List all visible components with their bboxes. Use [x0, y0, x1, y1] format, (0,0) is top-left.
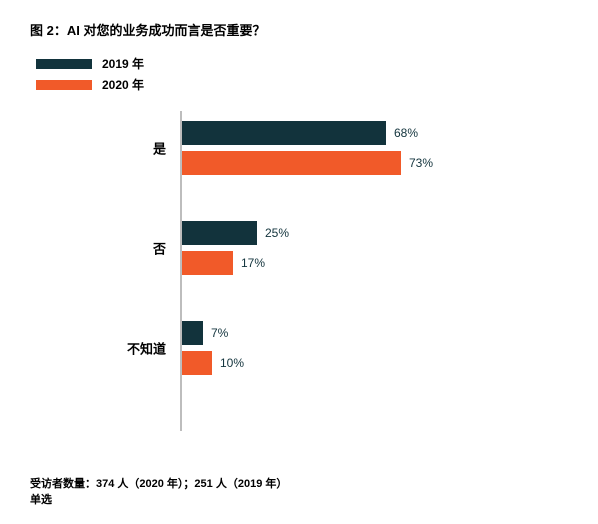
- bar: 10%: [182, 351, 212, 375]
- legend-label: 2019 年: [102, 55, 144, 72]
- figure-container: 图 2：AI 对您的业务成功而言是否重要？ 2019 年2020 年 是68%7…: [0, 0, 598, 524]
- value-label: 17%: [241, 251, 265, 275]
- category-label: 不知道: [127, 339, 180, 358]
- value-label: 25%: [265, 221, 289, 245]
- legend-item: 2020 年: [36, 76, 568, 93]
- legend-label: 2020 年: [102, 76, 144, 93]
- value-label: 7%: [211, 321, 228, 345]
- bar-group: 否25%17%: [180, 221, 530, 275]
- bar: 25%: [182, 221, 257, 245]
- bar: 68%: [182, 121, 386, 145]
- category-label: 是: [153, 139, 180, 158]
- bar-group: 是68%73%: [180, 121, 530, 175]
- footnote: 受访者数量：374 人（2020 年）；251 人（2019 年） 单选: [30, 477, 287, 508]
- chart-title: 图 2：AI 对您的业务成功而言是否重要？: [30, 20, 568, 39]
- bar-chart: 是68%73%否25%17%不知道7%10%: [180, 111, 530, 431]
- legend: 2019 年 2020 年: [36, 55, 568, 93]
- bar: 7%: [182, 321, 203, 345]
- bar-group: 不知道7%10%: [180, 321, 530, 375]
- bar: 73%: [182, 151, 401, 175]
- value-label: 73%: [409, 151, 433, 175]
- footnote-line-1: 受访者数量：374 人（2020 年）；251 人（2019 年）: [30, 477, 287, 492]
- value-label: 68%: [394, 121, 418, 145]
- bar: 17%: [182, 251, 233, 275]
- value-label: 10%: [220, 351, 244, 375]
- footnote-line-2: 单选: [30, 493, 287, 508]
- legend-swatch: [36, 59, 92, 69]
- category-label: 否: [153, 239, 180, 258]
- legend-item: 2019 年: [36, 55, 568, 72]
- legend-swatch: [36, 80, 92, 90]
